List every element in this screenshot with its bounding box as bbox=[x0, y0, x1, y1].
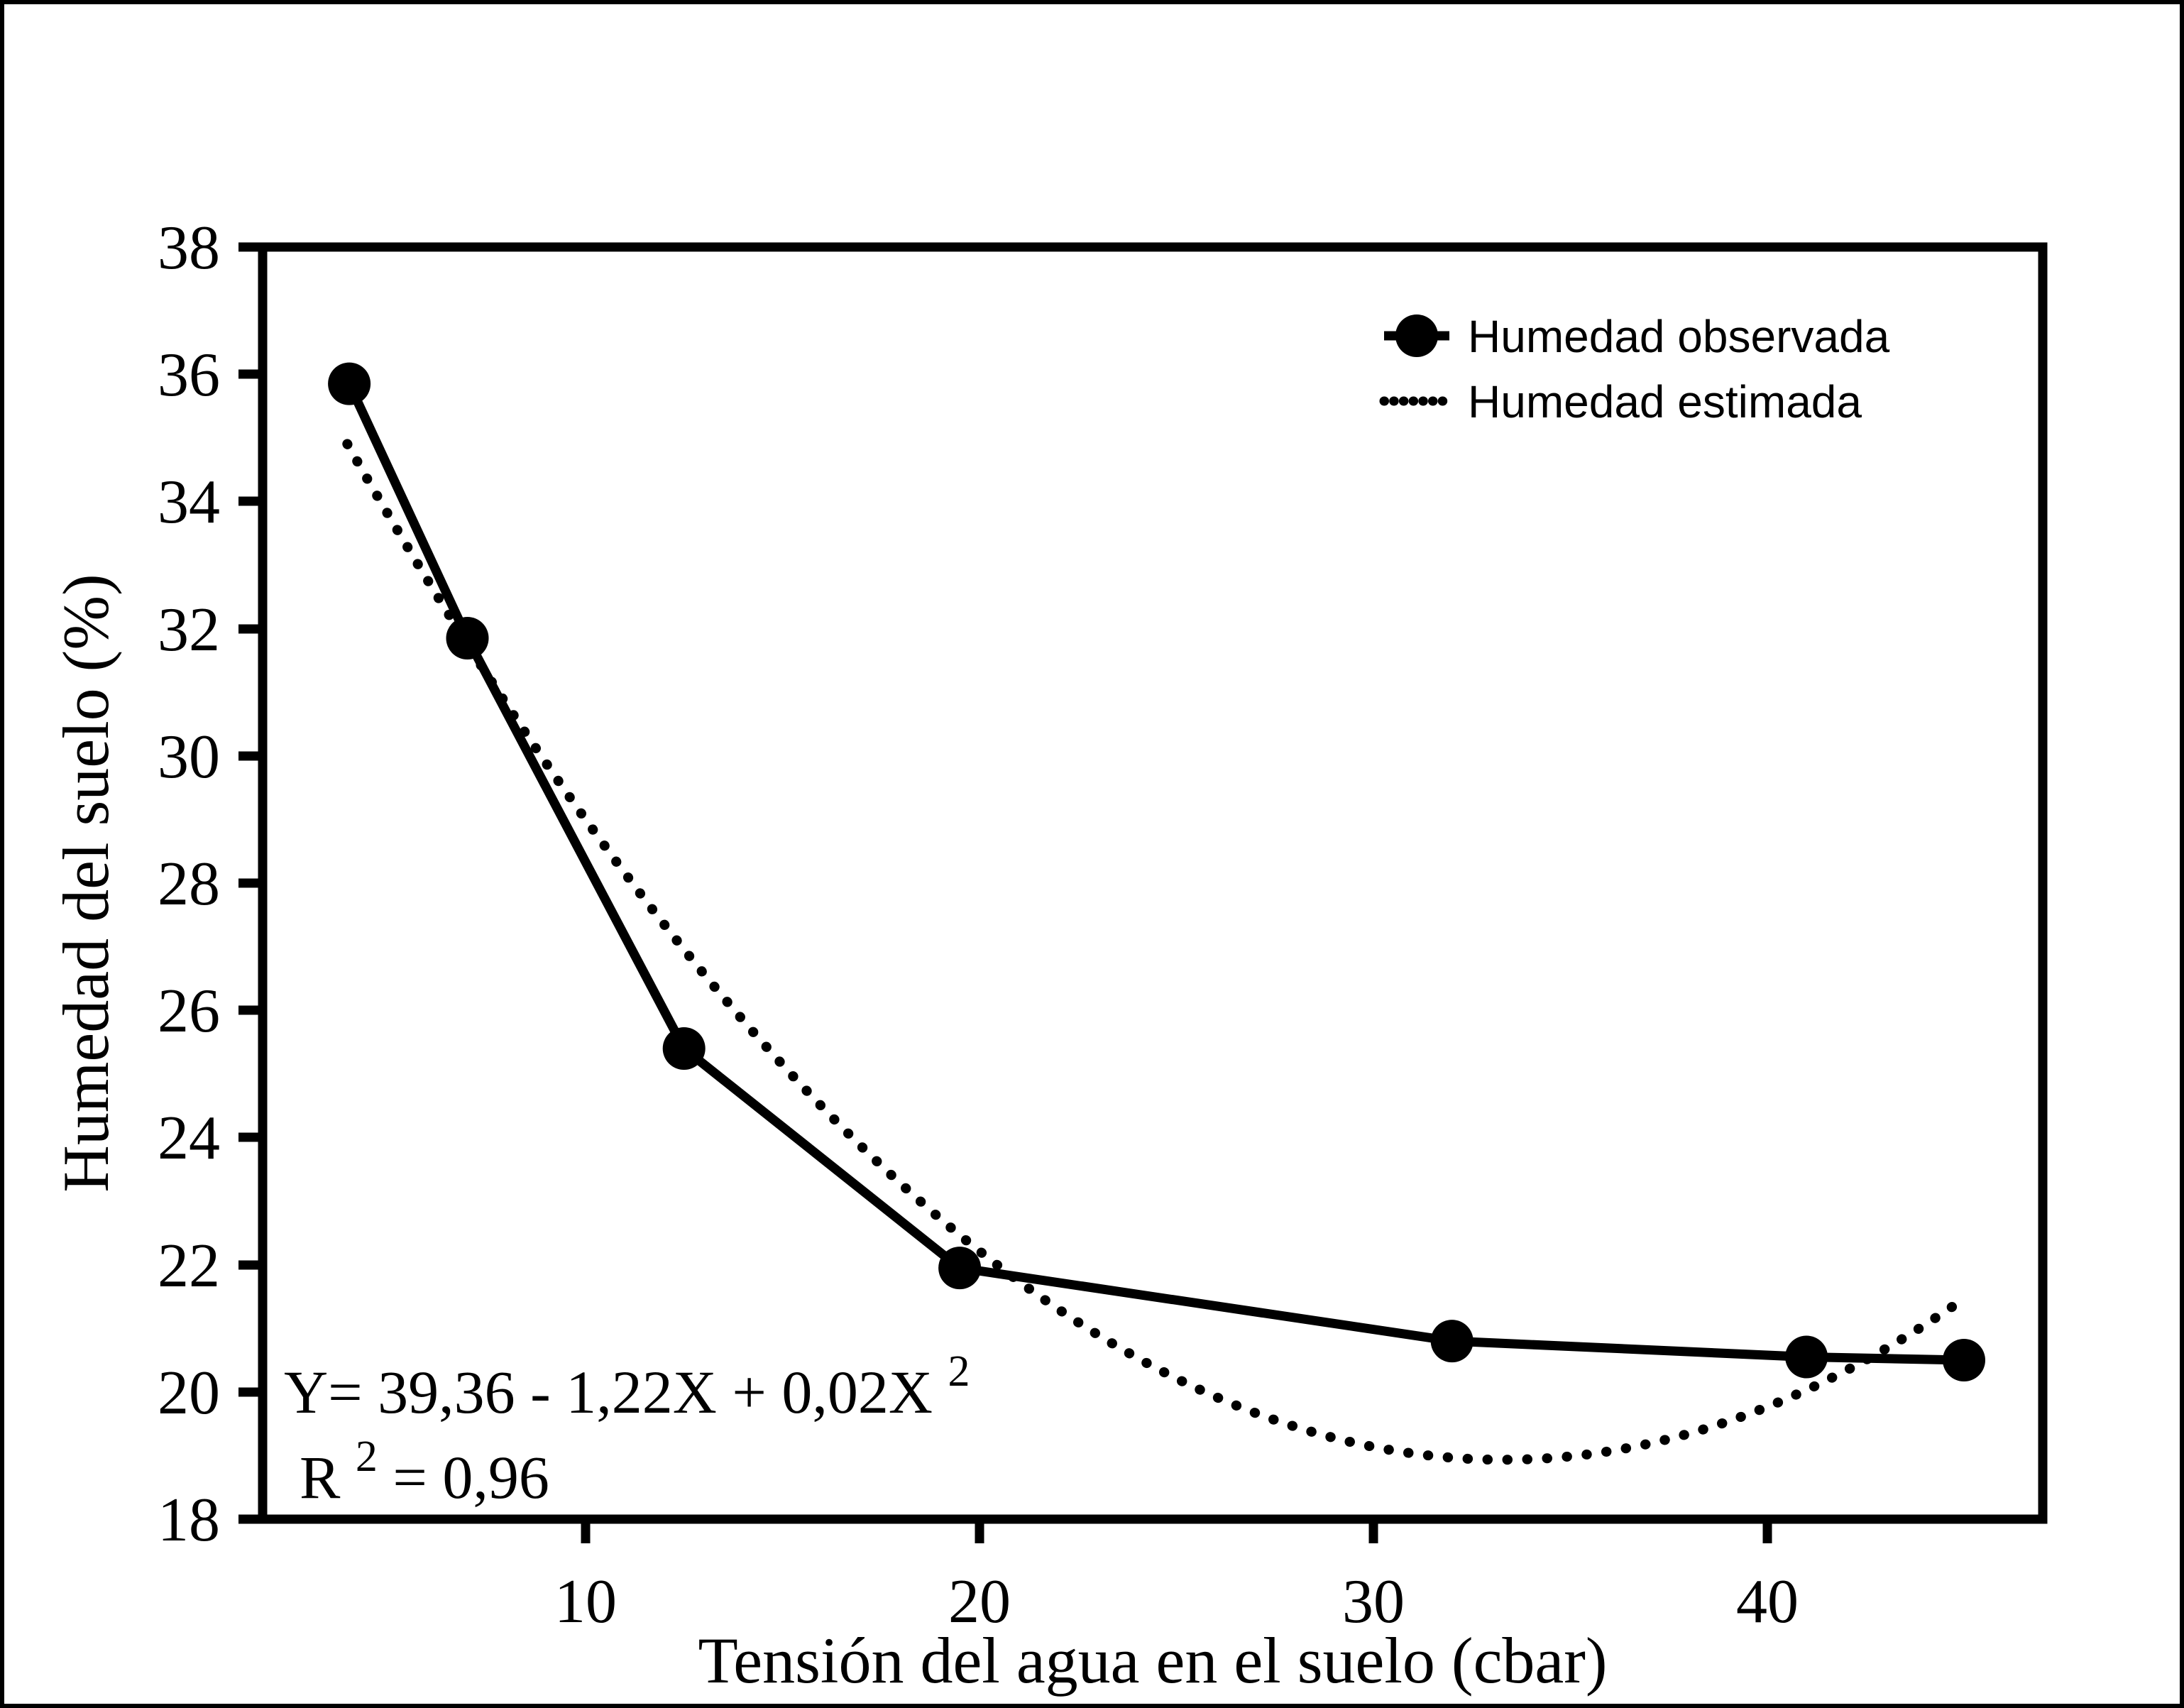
data-point-marker bbox=[446, 617, 489, 659]
legend-estimated-label: Humedad estimada bbox=[1468, 376, 1862, 427]
data-point-marker bbox=[938, 1247, 982, 1290]
legend-entry-observed: Humedad observada bbox=[1384, 311, 1890, 362]
y-tick-label: 38 bbox=[158, 214, 220, 283]
y-tick-label: 18 bbox=[158, 1486, 220, 1555]
r2-value-text: = 0,96 bbox=[393, 1443, 549, 1511]
y-tick-label: 24 bbox=[158, 1104, 220, 1173]
estimated-series-dotted-curve bbox=[342, 439, 1958, 1465]
plot-frame bbox=[258, 242, 2048, 1524]
legend: Humedad observada Humedad estimada bbox=[1379, 311, 1890, 427]
legend-observed-marker-symbol bbox=[1395, 314, 1438, 357]
y-axis-tick-labels: 18 20 22 24 26 28 30 32 34 36 38 bbox=[158, 214, 220, 1555]
data-point-marker bbox=[1943, 1339, 1985, 1381]
x-tick-label: 30 bbox=[1342, 1567, 1405, 1636]
legend-observed-label: Humedad observada bbox=[1468, 311, 1890, 362]
observed-series-line bbox=[345, 381, 1965, 1365]
y-tick-label: 30 bbox=[158, 723, 220, 792]
y-tick-label: 22 bbox=[158, 1232, 220, 1301]
x-tick-label: 20 bbox=[948, 1567, 1011, 1636]
y-tick-label: 20 bbox=[158, 1359, 220, 1428]
y-axis-title: Humedad del suelo (%) bbox=[50, 574, 122, 1192]
observed-series-markers bbox=[328, 362, 1985, 1381]
r2-base-text: R bbox=[300, 1443, 341, 1511]
x-axis-tick-labels: 10 20 30 40 bbox=[554, 1567, 1799, 1636]
equation-annotation: Y= 39,36 - 1,22X + 0,02X 2 bbox=[284, 1347, 970, 1426]
x-axis-ticks bbox=[581, 1519, 1772, 1543]
equation-superscript: 2 bbox=[948, 1347, 970, 1396]
x-tick-label: 10 bbox=[554, 1567, 617, 1636]
x-tick-label: 40 bbox=[1736, 1567, 1799, 1636]
y-tick-label: 36 bbox=[158, 341, 220, 410]
data-point-marker bbox=[328, 362, 371, 405]
data-point-marker bbox=[1430, 1320, 1474, 1363]
y-tick-label: 26 bbox=[158, 977, 220, 1046]
r-squared-annotation: R 2 = 0,96 bbox=[300, 1416, 549, 1511]
y-axis-ticks bbox=[238, 242, 263, 1524]
legend-entry-estimated: Humedad estimada bbox=[1379, 376, 1862, 427]
r2-superscript: 2 bbox=[356, 1433, 378, 1481]
y-tick-label: 32 bbox=[158, 596, 220, 664]
data-point-marker bbox=[662, 1027, 706, 1070]
y-tick-label: 28 bbox=[158, 850, 220, 919]
y-tick-label: 34 bbox=[158, 468, 220, 537]
data-point-marker bbox=[1785, 1335, 1828, 1379]
equation-base-text: Y= 39,36 - 1,22X + 0,02X bbox=[284, 1358, 933, 1426]
x-axis-title: Tensión del agua en el suelo (cbar) bbox=[698, 1624, 1607, 1697]
